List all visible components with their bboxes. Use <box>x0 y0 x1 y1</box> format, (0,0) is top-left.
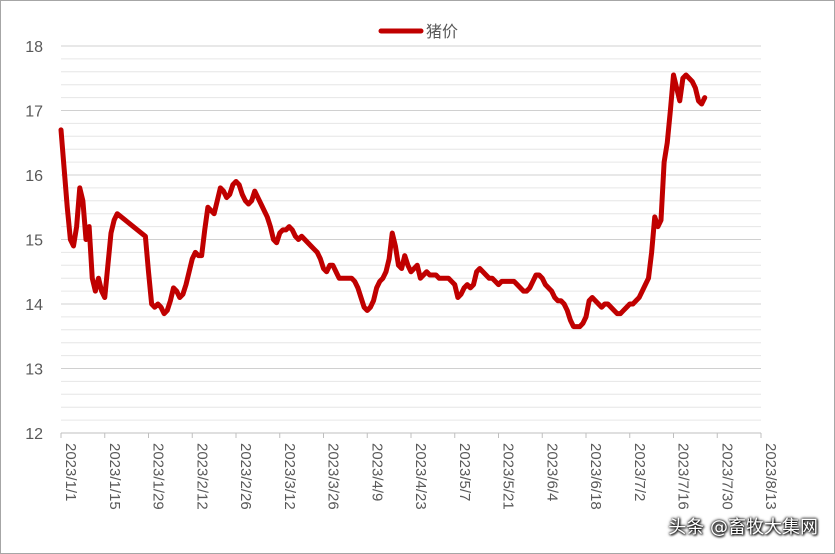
legend: 猪价 <box>378 22 458 41</box>
x-tick-label: 2023/6/4 <box>543 443 560 501</box>
x-tick-label: 2023/3/12 <box>281 443 298 510</box>
y-axis-ticks: 12 13 14 15 16 17 18 <box>25 39 43 443</box>
x-axis-ticks: 2023/1/1 2023/1/15 2023/1/29 2023/2/12 2023/… <box>62 443 779 510</box>
legend-label: 猪价 <box>426 22 458 41</box>
watermark-text: 头条 @畜牧大集网 <box>668 517 818 538</box>
x-tick-label: 2023/1/15 <box>106 443 123 510</box>
y-tick-label: 15 <box>25 233 43 250</box>
x-tick-label: 2023/2/12 <box>193 443 210 510</box>
y-tick-label: 18 <box>25 39 43 56</box>
x-tick-label: 2023/8/13 <box>762 443 779 510</box>
y-tick-label: 14 <box>25 297 43 314</box>
x-tick-label: 2023/4/9 <box>368 443 385 501</box>
gridlines <box>61 45 761 434</box>
x-tick-label: 2023/4/23 <box>412 443 429 510</box>
x-tick-label: 2023/6/18 <box>587 443 604 510</box>
y-tick-label: 17 <box>25 104 43 121</box>
x-tick-label: 2023/3/26 <box>325 443 342 510</box>
x-tick-label: 2023/5/7 <box>456 443 473 501</box>
x-tick-label: 2023/7/16 <box>675 443 692 510</box>
x-tick-label: 2023/7/30 <box>718 443 735 510</box>
x-tick-label: 2023/7/2 <box>631 443 648 501</box>
series-line-猪价 <box>58 72 708 330</box>
x-axis <box>60 432 762 438</box>
x-tick-label: 2023/1/1 <box>62 443 79 501</box>
series-group <box>58 72 708 330</box>
x-tick-label: 2023/2/26 <box>237 443 254 510</box>
y-tick-label: 13 <box>25 362 43 379</box>
y-tick-label: 12 <box>25 426 43 443</box>
x-tick-label: 2023/1/29 <box>150 443 167 510</box>
x-tick-label: 2023/5/21 <box>500 443 517 510</box>
y-tick-label: 16 <box>25 168 43 185</box>
